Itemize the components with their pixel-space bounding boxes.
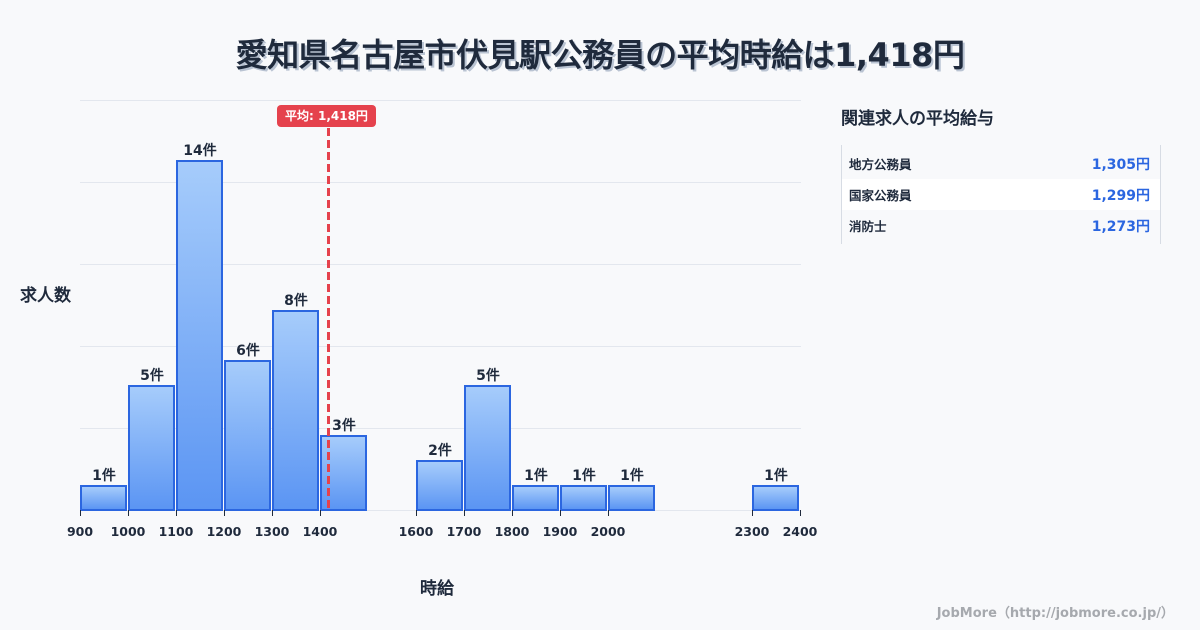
related-jobs-table: 地方公務員 1,305円 国家公務員 1,299円 消防士 1,273円 — [841, 145, 1161, 244]
bar-value-label: 1件 — [620, 468, 644, 484]
related-job-row[interactable]: 地方公務員 1,305円 — [842, 148, 1160, 179]
bar-value-label: 14件 — [183, 143, 217, 159]
x-tick-label: 1900 — [542, 524, 578, 539]
bar-1600-1700[interactable] — [416, 460, 463, 511]
gridline — [80, 182, 801, 183]
bar-value-label: 5件 — [476, 368, 500, 384]
x-tick — [320, 510, 321, 516]
x-tick — [176, 510, 177, 516]
x-tick-label: 1800 — [494, 524, 530, 539]
x-tick — [512, 510, 513, 516]
bar-value-label: 3件 — [332, 418, 356, 434]
x-tick-label: 1400 — [302, 524, 338, 539]
x-tick-label: 900 — [66, 524, 94, 539]
job-name: 消防士 — [849, 219, 887, 234]
job-wage: 1,299円 — [1091, 187, 1150, 204]
bar-value-label: 1件 — [572, 468, 596, 484]
bar-900-1000[interactable] — [80, 485, 127, 511]
bar-value-label: 1件 — [92, 468, 116, 484]
x-tick — [224, 510, 225, 516]
bar-value-label: 5件 — [140, 368, 164, 384]
gridline — [80, 100, 801, 101]
job-name: 地方公務員 — [849, 157, 912, 172]
x-tick — [80, 510, 81, 516]
bar-value-label: 1件 — [764, 468, 788, 484]
related-job-row[interactable]: 消防士 1,273円 — [842, 210, 1160, 241]
x-tick-label: 1300 — [254, 524, 290, 539]
x-tick — [608, 510, 609, 516]
bar-1100-1200[interactable] — [176, 160, 223, 511]
x-tick-label: 2400 — [782, 524, 818, 539]
x-tick-label: 1100 — [158, 524, 194, 539]
x-tick — [800, 510, 801, 516]
bar-2000-2100[interactable] — [608, 485, 655, 511]
x-tick-label: 2000 — [590, 524, 626, 539]
histogram-chart: 求人数 時給 1件 5件 14件 6件 8件 3件 2件 5件 1件 1件 1件… — [20, 100, 817, 599]
related-jobs-title: 関連求人の平均給与 — [841, 109, 994, 129]
x-tick — [464, 510, 465, 516]
job-wage: 1,273円 — [1091, 218, 1150, 235]
x-axis-label: 時給 — [420, 579, 454, 599]
job-name: 国家公務員 — [849, 188, 912, 203]
x-tick-label: 2300 — [734, 524, 770, 539]
x-tick — [752, 510, 753, 516]
y-axis-label: 求人数 — [20, 286, 71, 306]
gridline — [80, 346, 801, 347]
gridline — [80, 428, 801, 429]
x-tick-label: 1000 — [110, 524, 146, 539]
bar-1200-1300[interactable] — [224, 360, 271, 511]
bar-value-label: 6件 — [236, 343, 260, 359]
bar-2300-2400[interactable] — [752, 485, 799, 511]
page-title: 愛知県名古屋市伏見駅公務員の平均時給は1,418円 — [235, 36, 965, 74]
bar-1300-1400[interactable] — [272, 310, 319, 511]
bar-value-label: 2件 — [428, 443, 452, 459]
bar-1000-1100[interactable] — [128, 385, 175, 511]
footer-credit: JobMore（http://jobmore.co.jp/） — [936, 606, 1174, 621]
x-tick-label: 1700 — [446, 524, 482, 539]
bar-1900-2000[interactable] — [560, 485, 607, 511]
x-tick — [416, 510, 417, 516]
bar-value-label: 8件 — [284, 293, 308, 309]
bar-1700-1800[interactable] — [464, 385, 511, 511]
bar-value-label: 1件 — [524, 468, 548, 484]
x-tick — [272, 510, 273, 516]
x-tick-label: 1600 — [398, 524, 434, 539]
average-badge: 平均: 1,418円 — [277, 105, 376, 127]
average-line — [327, 128, 330, 510]
related-job-row[interactable]: 国家公務員 1,299円 — [842, 179, 1160, 210]
gridline — [80, 264, 801, 265]
x-tick-label: 1200 — [206, 524, 242, 539]
x-tick — [128, 510, 129, 516]
x-tick — [560, 510, 561, 516]
job-wage: 1,305円 — [1091, 156, 1150, 173]
bar-1800-1900[interactable] — [512, 485, 559, 511]
